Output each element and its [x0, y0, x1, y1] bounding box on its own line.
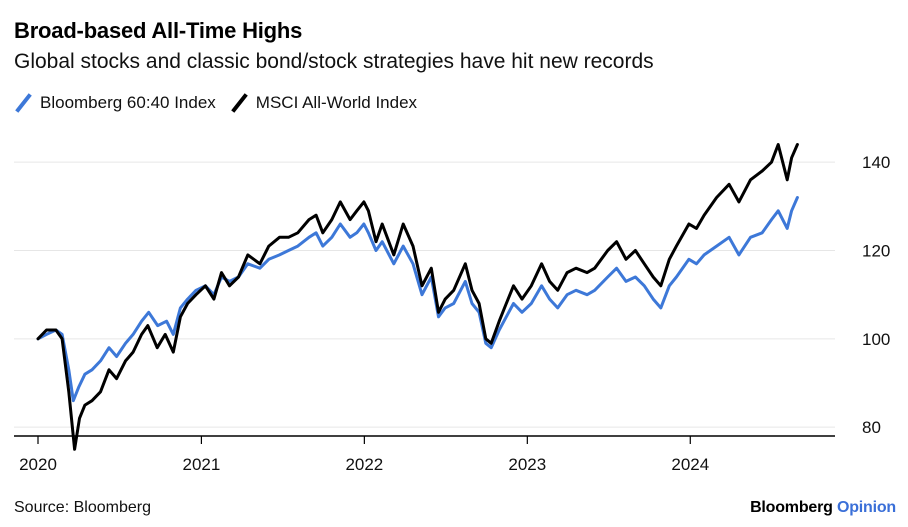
brand-main: Bloomberg	[750, 499, 833, 516]
legend-label-sixty-forty: Bloomberg 60:40 Index	[40, 93, 216, 112]
chart-subtitle: Global stocks and classic bond/stock str…	[14, 50, 654, 73]
legend-item-msci: MSCI All-World Index	[230, 93, 417, 113]
x-tick-label: 2020	[19, 455, 57, 474]
y-tick-label: 120	[862, 242, 890, 261]
y-tick-label: 100	[862, 330, 890, 349]
chart-legend: Bloomberg 60:40 Index MSCI All-World Ind…	[14, 93, 431, 113]
source-note: Source: Bloomberg	[14, 499, 151, 516]
series-line-sixty-forty	[36, 196, 799, 403]
x-tick-label: 2024	[671, 455, 709, 474]
series-line-msci	[36, 143, 799, 451]
brand-logo: Bloomberg Opinion	[750, 499, 896, 517]
x-tick-label: 2023	[508, 455, 546, 474]
legend-swatch-msci	[230, 93, 248, 113]
x-tick-label: 2022	[345, 455, 383, 474]
chart-title: Broad-based All-Time Highs	[14, 18, 303, 43]
x-tick-label: 2021	[182, 455, 220, 474]
legend-label-msci: MSCI All-World Index	[255, 93, 418, 112]
brand-sub: Opinion	[836, 499, 896, 516]
y-tick-label: 140	[862, 153, 890, 172]
legend-item-sixty-forty: Bloomberg 60:40 Index	[14, 93, 216, 113]
legend-swatch-sixty-forty	[15, 93, 32, 113]
y-tick-label: 80	[862, 418, 881, 437]
